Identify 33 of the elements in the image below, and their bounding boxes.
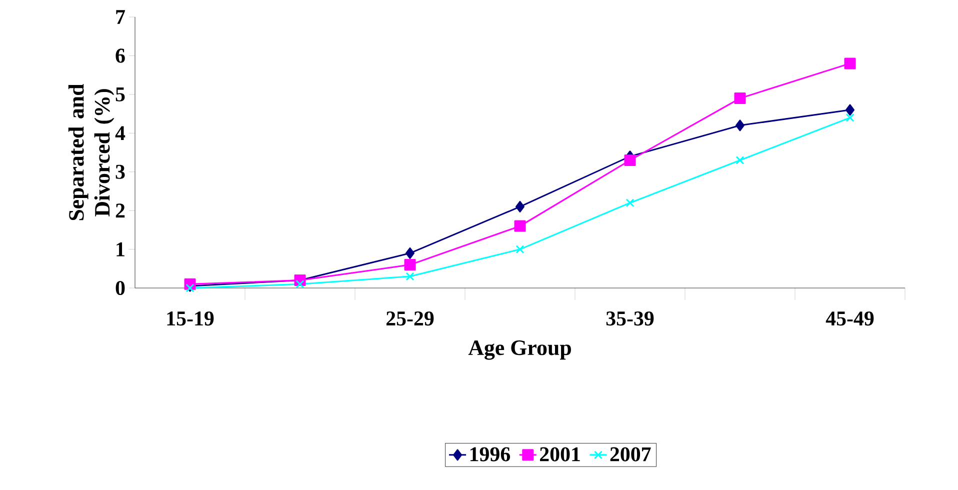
- point: [844, 58, 856, 70]
- x-tick-label: 15-19: [167, 312, 214, 326]
- point: [514, 220, 526, 232]
- legend-label: 2007: [610, 447, 651, 462]
- point: [406, 272, 414, 281]
- x-tick-label: 45-49: [826, 312, 874, 326]
- point: [846, 113, 854, 122]
- point: [846, 104, 855, 116]
- point: [406, 247, 415, 259]
- point: [516, 245, 524, 254]
- legend-label: 2001: [540, 447, 580, 462]
- point: [736, 120, 745, 132]
- y-tick-label: 3: [116, 164, 125, 179]
- y-tick-label: 4: [115, 126, 126, 140]
- point: [404, 259, 416, 271]
- y-tick-label: 2: [116, 204, 125, 218]
- y-tick-label: 0: [116, 280, 125, 296]
- point: [736, 156, 744, 165]
- point: [296, 280, 304, 288]
- point: [626, 198, 634, 208]
- y-tick-label: 1: [116, 242, 124, 256]
- x-tick-label: 35-39: [606, 312, 654, 326]
- y-axis-title: Separated and Divorced (%): [68, 84, 114, 220]
- y-tick-label: 7: [116, 10, 125, 24]
- point: [516, 200, 525, 212]
- y-tick-label: 5: [116, 87, 125, 102]
- point: [624, 154, 636, 166]
- legend-label: 1996: [470, 447, 510, 462]
- x-tick-label: 25-29: [386, 312, 434, 326]
- point: [186, 284, 194, 292]
- x-axis-title: Age Group: [468, 340, 571, 360]
- point: [734, 92, 746, 104]
- y-tick-label: 6: [116, 48, 125, 63]
